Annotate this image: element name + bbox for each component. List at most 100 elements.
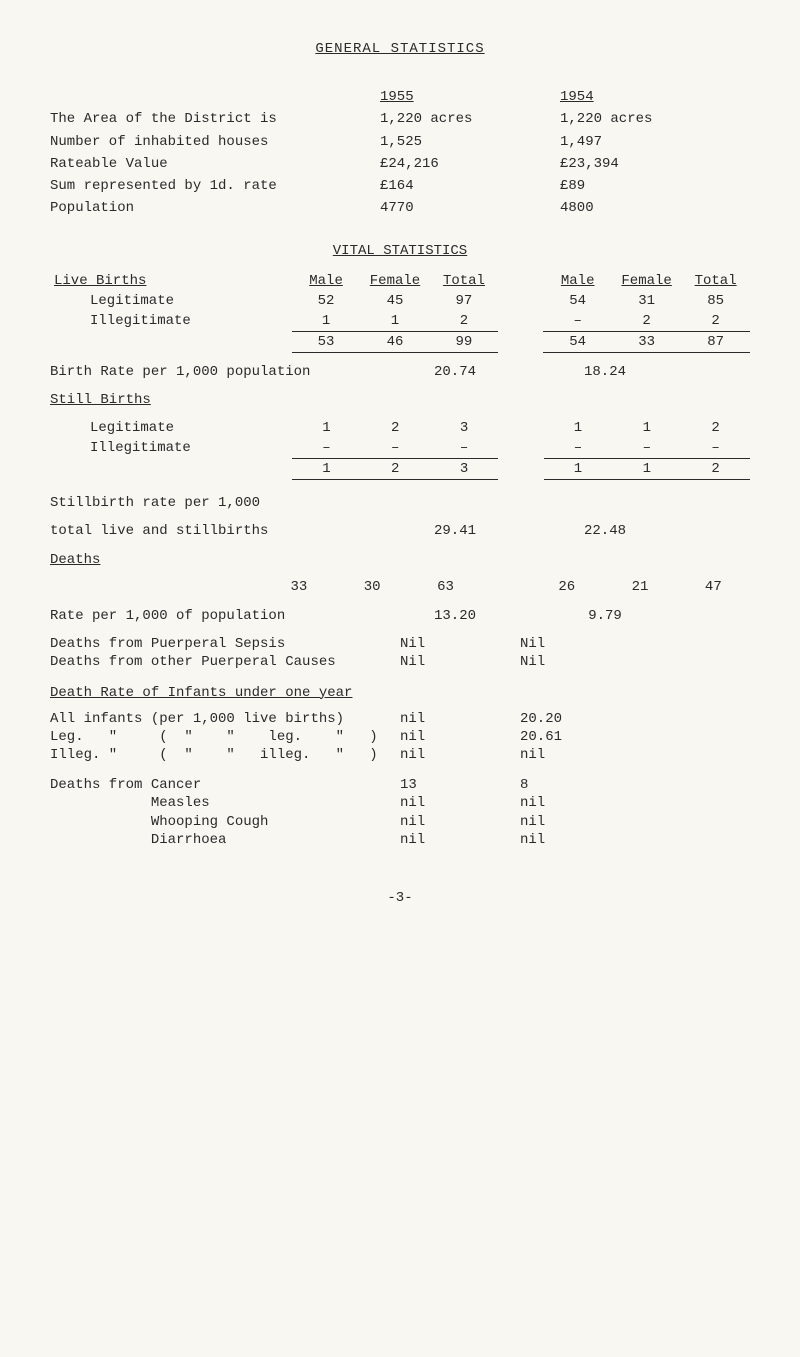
row-label: Diarrhoea	[50, 831, 400, 849]
live-births-table: Live Births Male Female Total Male Femal…	[50, 271, 750, 354]
deaths-l0: 33	[262, 577, 335, 597]
cell: 46	[360, 332, 429, 353]
cell: 54	[543, 332, 612, 353]
stillbirth-rate-v2: 22.48	[530, 522, 680, 540]
cell: 85	[681, 291, 750, 311]
col-female: Female	[360, 271, 429, 291]
cell: 1	[292, 311, 361, 332]
year-header: 1955 1954	[50, 88, 750, 106]
row-v2: nil	[520, 813, 640, 831]
deaths-r2: 47	[677, 577, 750, 597]
row-v2: 20.61	[520, 728, 640, 746]
row-label: Legitimate	[50, 291, 292, 311]
cell: 1	[612, 418, 681, 438]
cell: 3	[430, 459, 499, 480]
row-v2: nil	[520, 746, 640, 764]
cell: 45	[360, 291, 429, 311]
infant-heading: Death Rate of Infants under one year	[50, 684, 750, 702]
col-male: Male	[292, 271, 361, 291]
row-label: Deaths from other Puerperal Causes	[50, 653, 400, 671]
district-row: Rateable Value£24,216£23,394	[50, 155, 750, 173]
cell: 1	[612, 459, 681, 480]
district-label: Rateable Value	[50, 155, 360, 173]
cell: 2	[361, 459, 430, 480]
row-label: Whooping Cough	[50, 813, 400, 831]
cell: 3	[430, 418, 499, 438]
birth-rate-v1: 20.74	[380, 363, 530, 381]
row-v2: nil	[520, 831, 640, 849]
district-row: Number of inhabited houses1,5251,497	[50, 133, 750, 151]
col-male-r: Male	[543, 271, 612, 291]
row-v1: nil	[400, 728, 520, 746]
still-births-table: Legitimate123112Illegitimate––––––123112	[50, 418, 750, 481]
cell: 53	[292, 332, 361, 353]
district-label: Sum represented by 1d. rate	[50, 177, 360, 195]
district-v1: £24,216	[360, 155, 540, 173]
cell: 1	[292, 459, 361, 480]
cell: 2	[361, 418, 430, 438]
birth-rate-row: Birth Rate per 1,000 population 20.74 18…	[50, 363, 750, 381]
district-row: The Area of the District is1,220 acres1,…	[50, 110, 750, 128]
district-v2: 1,497	[540, 133, 720, 151]
deaths-l1: 30	[336, 577, 409, 597]
cell: 31	[612, 291, 681, 311]
data-row: Illeg. " ( " " illeg. " )nilnil	[50, 746, 750, 764]
col-total: Total	[430, 271, 499, 291]
row-v1: nil	[400, 746, 520, 764]
row-v1: nil	[400, 813, 520, 831]
district-v2: £89	[540, 177, 720, 195]
cell: 1	[544, 459, 613, 480]
row-label: Deaths from Puerperal Sepsis	[50, 635, 400, 653]
row-v1: nil	[400, 794, 520, 812]
row-label: Leg. " ( " " leg. " )	[50, 728, 400, 746]
cause-block: Deaths from Cancer138 Measlesnilnil Whoo…	[50, 776, 750, 849]
cell: 54	[543, 291, 612, 311]
stillbirth-rate-block: Stillbirth rate per 1,000 total live and…	[50, 494, 750, 540]
cell: –	[612, 438, 681, 459]
cell: 2	[681, 418, 750, 438]
row-v2: nil	[520, 794, 640, 812]
cell: 33	[612, 332, 681, 353]
row-v1: 13	[400, 776, 520, 794]
district-v1: £164	[360, 177, 540, 195]
data-row: Deaths from other Puerperal CausesNilNil	[50, 653, 750, 671]
death-rate-label: Rate per 1,000 of population	[50, 607, 380, 625]
infant-block: All infants (per 1,000 live births)nil20…	[50, 710, 750, 765]
death-rate-v1: 13.20	[380, 607, 530, 625]
row-v1: Nil	[400, 653, 520, 671]
cell: 1	[292, 418, 361, 438]
row-label: Illegitimate	[50, 311, 292, 332]
district-label: The Area of the District is	[50, 110, 360, 128]
district-row: Sum represented by 1d. rate£164£89	[50, 177, 750, 195]
row-label: Deaths from Cancer	[50, 776, 400, 794]
vital-heading: VITAL STATISTICS	[50, 242, 750, 260]
cell: –	[430, 438, 499, 459]
data-row: All infants (per 1,000 live births)nil20…	[50, 710, 750, 728]
col-female-r: Female	[612, 271, 681, 291]
row-label: All infants (per 1,000 live births)	[50, 710, 400, 728]
stillbirth-rate-l1: Stillbirth rate per 1,000	[50, 494, 750, 512]
deaths-l2: 63	[409, 577, 482, 597]
deaths-r1: 21	[603, 577, 676, 597]
data-row: Deaths from Cancer138	[50, 776, 750, 794]
data-row: Whooping Coughnilnil	[50, 813, 750, 831]
row-v1: Nil	[400, 635, 520, 653]
cell: 97	[430, 291, 499, 311]
deaths-table: 33 30 63 26 21 47	[50, 577, 750, 597]
page-number: -3-	[50, 889, 750, 907]
cell: –	[292, 438, 361, 459]
row-v2: 20.20	[520, 710, 640, 728]
cell: 99	[430, 332, 499, 353]
row-label: Illegitimate	[50, 438, 292, 459]
cell: –	[543, 311, 612, 332]
birth-rate-v2: 18.24	[530, 363, 680, 381]
district-block: The Area of the District is1,220 acres1,…	[50, 110, 750, 217]
stillbirth-rate-l2: total live and stillbirths	[50, 522, 380, 540]
cell: 2	[681, 459, 750, 480]
birth-rate-label: Birth Rate per 1,000 population	[50, 363, 380, 381]
district-v2: 4800	[540, 199, 720, 217]
district-v1: 1,220 acres	[360, 110, 540, 128]
year-2: 1954	[540, 88, 720, 106]
district-v2: 1,220 acres	[540, 110, 720, 128]
live-births-heading: Live Births	[50, 271, 292, 291]
